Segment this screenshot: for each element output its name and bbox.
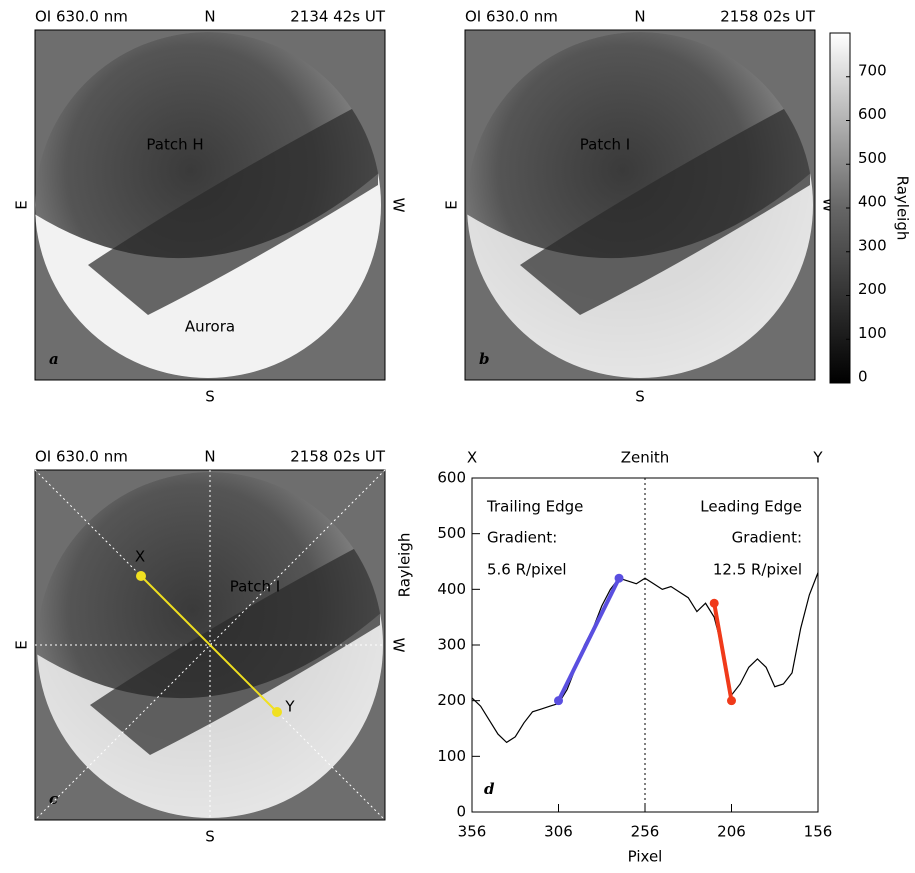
annotation: Patch H — [146, 136, 203, 154]
leading-annotation: Gradient: — [732, 529, 802, 547]
time-label: 2134 42s UT — [290, 8, 386, 26]
panel-label: a — [49, 350, 59, 368]
trailing-annotation: Trailing Edge — [486, 498, 583, 516]
leading-annotation: 12.5 R/pixel — [713, 561, 802, 579]
x-axis-label: Pixel — [628, 848, 663, 866]
colorbar-tick-label: 700 — [858, 61, 887, 79]
colorbar-tick-label: 200 — [858, 280, 887, 298]
sky-image — [467, 32, 813, 378]
x-tick-label: 306 — [544, 823, 573, 841]
east-label: E — [13, 200, 31, 209]
east-label: E — [443, 200, 461, 209]
dark-band — [88, 95, 378, 315]
fit-line — [712, 602, 734, 702]
leading-annotation: Leading Edge — [700, 498, 802, 516]
annotation: Y — [284, 698, 295, 716]
annotation: Patch I — [230, 578, 280, 596]
colorbar-tick-label: 100 — [858, 324, 887, 342]
y-tick-label: 500 — [437, 524, 466, 542]
colorbar-tick-label: 600 — [858, 105, 887, 123]
x-tick-label: 156 — [804, 823, 833, 841]
colorbar-label: Rayleigh — [894, 176, 912, 241]
annotation: Aurora — [185, 318, 235, 336]
panel-label: d — [484, 780, 495, 798]
top-label: X — [467, 449, 477, 467]
y-tick-label: 300 — [437, 636, 466, 654]
fit-point — [709, 598, 719, 608]
wavelength: OI 630.0 nm — [35, 8, 128, 26]
x-tick-label: 356 — [458, 823, 487, 841]
sky-image — [35, 32, 381, 378]
profile-line — [471, 572, 819, 744]
y-tick-label: 600 — [437, 469, 466, 487]
wavelength: OI 630.0 nm — [35, 448, 128, 466]
y-tick-label: 200 — [437, 691, 466, 709]
y-tick-label: 0 — [456, 803, 466, 821]
west-label: W — [390, 198, 408, 213]
fit-line — [556, 577, 621, 702]
annotation: X — [135, 548, 145, 566]
east-label: E — [13, 640, 31, 649]
south-label: S — [205, 388, 215, 406]
y-tick-label: 400 — [437, 580, 466, 598]
wavelength: OI 630.0 nm — [465, 8, 558, 26]
top-label: Zenith — [621, 449, 670, 467]
point-y — [272, 707, 282, 717]
south-label: S — [205, 828, 215, 846]
fit-point — [727, 696, 736, 706]
x-tick-label: 256 — [631, 823, 660, 841]
dark-band — [520, 95, 810, 315]
y-axis-label: Rayleigh — [396, 533, 414, 598]
time-label: 2158 02s UT — [290, 448, 386, 466]
south-label: S — [635, 388, 645, 406]
xy-line — [140, 575, 278, 713]
point-x — [136, 571, 146, 581]
fit-point — [614, 573, 624, 583]
annotation: Patch I — [580, 136, 630, 154]
trailing-annotation: Gradient: — [487, 529, 557, 547]
north-label: N — [634, 8, 645, 26]
trailing-annotation: 5.6 R/pixel — [487, 561, 567, 579]
west-label: W — [390, 638, 408, 653]
north-label: N — [204, 8, 215, 26]
panel-label: b — [479, 350, 490, 368]
fit-point — [554, 696, 563, 706]
time-label: 2158 02s UT — [720, 8, 816, 26]
colorbar-tick-label: 0 — [858, 368, 868, 386]
top-label: Y — [812, 449, 823, 467]
x-tick-label: 206 — [717, 823, 746, 841]
colorbar-tick-label: 400 — [858, 193, 887, 211]
north-label: N — [204, 448, 215, 466]
colorbar-tick-label: 300 — [858, 236, 887, 254]
panel-label: c — [49, 790, 58, 808]
colorbar-tick-label: 500 — [858, 149, 887, 167]
y-tick-label: 100 — [437, 747, 466, 765]
